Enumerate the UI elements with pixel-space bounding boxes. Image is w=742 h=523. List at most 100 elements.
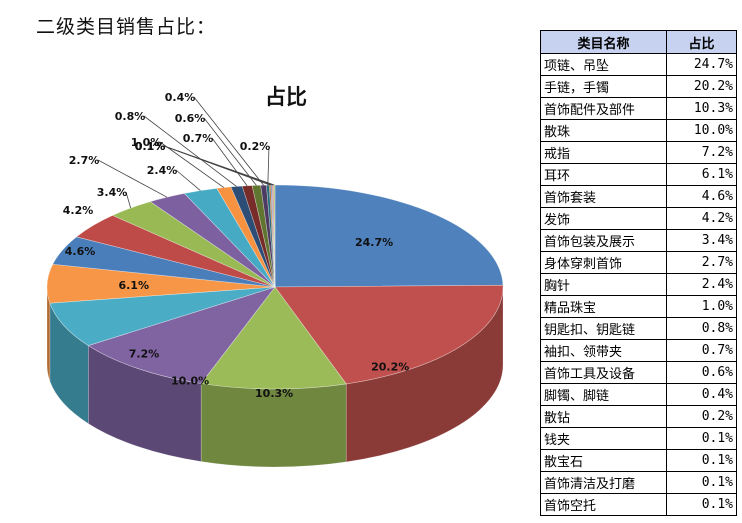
share-value-cell: 10.3% <box>666 97 737 120</box>
slice-label: 4.2% <box>63 204 94 217</box>
category-name-cell: 散钻 <box>540 405 667 428</box>
share-value-cell: 10.0% <box>666 119 737 142</box>
slice-label: 2.7% <box>69 154 100 167</box>
share-value-cell: 7.2% <box>666 141 737 164</box>
category-name-cell: 袖扣、领带夹 <box>540 339 667 362</box>
slice-label: 0.1% <box>135 140 166 153</box>
share-value-cell: 2.4% <box>666 273 737 296</box>
share-value-cell: 2.7% <box>666 251 737 274</box>
pie-labels: 24.7% 20.2% 10.3% 10.0% 7.2% 6.1% 4.6% 4.2%3.4%… <box>63 91 410 400</box>
category-name-cell: 首饰空托 <box>540 493 667 516</box>
category-table: 类目名称 占比 项链、吊坠 24.7% 手链，手镯 20.2% 首饰配件及部件 10.3%… <box>540 30 737 516</box>
table-row: 耳环 6.1% <box>540 163 737 186</box>
leader-line <box>163 145 275 186</box>
category-name-cell: 散宝石 <box>540 449 667 472</box>
category-name-cell: 脚镯、脚链 <box>540 383 667 406</box>
category-name-cell: 身体穿刺首饰 <box>540 251 667 274</box>
pie-tops <box>46 184 504 390</box>
table-row: 首饰空托 0.1% <box>540 493 737 516</box>
category-name-cell: 首饰配件及部件 <box>540 97 667 120</box>
slice-label: 0.1% <box>135 140 166 153</box>
table-row: 精品珠宝 1.0% <box>540 295 737 318</box>
slice-label: 0.4% <box>165 91 196 104</box>
table-row: 首饰清洁及打磨 0.1% <box>540 471 737 494</box>
table-row: 散宝石 0.1% <box>540 449 737 472</box>
table-row: 散钻 0.2% <box>540 405 737 428</box>
pie-slice <box>274 284 504 385</box>
leader-line <box>159 141 225 188</box>
table-row: 首饰配件及部件 10.3% <box>540 97 737 120</box>
category-name-cell: 首饰包装及展示 <box>540 229 667 252</box>
share-value-cell: 20.2% <box>666 75 737 98</box>
slice-label: 0.2% <box>240 140 271 153</box>
table-header-row: 类目名称 占比 <box>540 30 737 54</box>
table-row: 手链，手镯 20.2% <box>540 75 737 98</box>
table-row: 身体穿刺首饰 2.7% <box>540 251 737 274</box>
slice-label: 24.7% <box>355 236 393 249</box>
column-header-category: 类目名称 <box>540 30 667 54</box>
leader-line <box>203 117 257 186</box>
share-value-cell: 0.1% <box>666 449 737 472</box>
leader-line <box>125 191 132 209</box>
slice-label: 0.6% <box>175 112 206 125</box>
share-value-cell: 24.7% <box>666 53 737 76</box>
share-value-cell: 0.8% <box>666 317 737 340</box>
category-name-cell: 钥匙扣、钥匙链 <box>540 317 667 340</box>
category-name-cell: 散珠 <box>540 119 667 142</box>
pie-slice <box>49 286 276 346</box>
share-value-cell: 6.1% <box>666 163 737 186</box>
share-value-cell: 4.6% <box>666 185 737 208</box>
slice-label: 1.0% <box>131 136 162 149</box>
slice-label: 10.3% <box>255 387 293 400</box>
share-value-cell: 0.1% <box>666 471 737 494</box>
pie-leader-lines <box>97 96 275 209</box>
leader-line <box>211 137 248 187</box>
leader-line <box>267 145 270 186</box>
table-row: 首饰套装 4.6% <box>540 185 737 208</box>
share-value-cell: 0.2% <box>666 405 737 428</box>
share-value-cell: 0.7% <box>666 339 737 362</box>
category-name-cell: 首饰清洁及打磨 <box>540 471 667 494</box>
category-name-cell: 耳环 <box>540 163 667 186</box>
slice-label: 0.8% <box>115 110 146 123</box>
leader-line <box>97 159 168 198</box>
table-row: 袖扣、领带夹 0.7% <box>540 339 737 362</box>
chart-title: 占比 <box>265 84 307 109</box>
pie-chart: 24.7% 20.2% 10.3% 10.0% 7.2% 6.1% 4.6% 4.2%3.4%… <box>46 84 504 468</box>
category-name-cell: 发饰 <box>540 207 667 230</box>
leader-line <box>175 169 201 191</box>
table-row: 发饰 4.2% <box>540 207 737 230</box>
slice-label: 10.0% <box>171 374 209 387</box>
category-name-cell: 首饰工具及设备 <box>540 361 667 384</box>
slice-label: 4.6% <box>65 245 96 258</box>
share-value-cell: 1.0% <box>666 295 737 318</box>
category-name-cell: 首饰套装 <box>540 185 667 208</box>
share-value-cell: 4.2% <box>666 207 737 230</box>
leader-line <box>193 96 264 186</box>
slice-label: 7.2% <box>129 348 160 361</box>
table-row: 戒指 7.2% <box>540 141 737 164</box>
category-name-cell: 胸针 <box>540 273 667 296</box>
table-row: 项链、吊坠 24.7% <box>540 53 737 76</box>
category-name-cell: 项链、吊坠 <box>540 53 667 76</box>
category-name-cell: 手链，手镯 <box>540 75 667 98</box>
table-row: 钥匙扣、钥匙链 0.8% <box>540 317 737 340</box>
share-value-cell: 0.1% <box>666 427 737 450</box>
table-row: 胸针 2.4% <box>540 273 737 296</box>
category-name-cell: 精品珠宝 <box>540 295 667 318</box>
table-row: 首饰包装及展示 3.4% <box>540 229 737 252</box>
share-value-cell: 0.1% <box>666 493 737 516</box>
pie-slice <box>87 286 276 384</box>
slice-label: 2.4% <box>147 164 178 177</box>
category-name-cell: 戒指 <box>540 141 667 164</box>
slice-label: 0.7% <box>183 132 214 145</box>
share-value-cell: 0.6% <box>666 361 737 384</box>
slice-label: 6.1% <box>118 279 149 292</box>
slice-label: 20.2% <box>371 361 409 374</box>
share-value-cell: 0.4% <box>666 383 737 406</box>
pie-slice <box>274 184 504 288</box>
table-row: 散珠 10.0% <box>540 119 737 142</box>
leader-line <box>143 115 237 187</box>
pie-slice <box>200 286 347 390</box>
column-header-share: 占比 <box>666 30 737 54</box>
